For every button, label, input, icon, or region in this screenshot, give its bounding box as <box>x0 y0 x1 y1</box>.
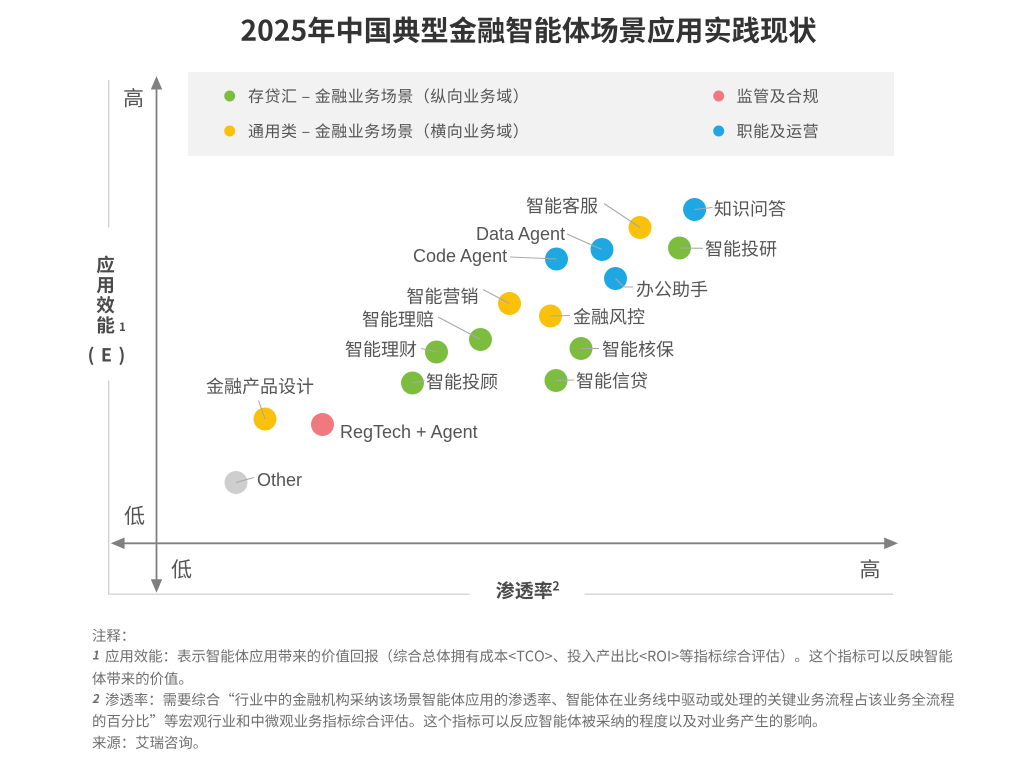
svg-text:Code Agent: Code Agent <box>413 246 507 266</box>
svg-text:RegTech + Agent: RegTech + Agent <box>340 422 478 442</box>
svg-text:Other: Other <box>257 470 302 490</box>
svg-text:Data Agent: Data Agent <box>476 224 565 244</box>
